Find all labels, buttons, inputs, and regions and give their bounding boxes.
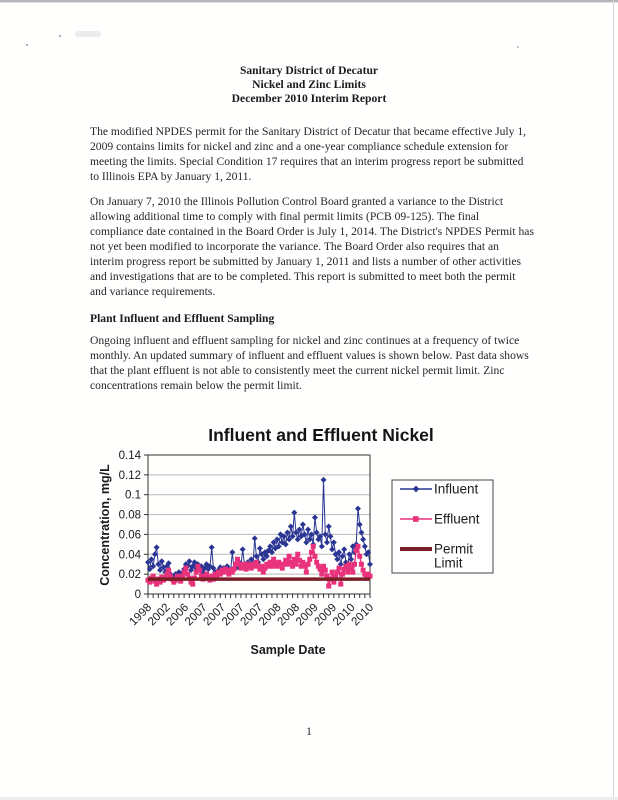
x-axis-title: Sample Date <box>250 643 325 657</box>
svg-text:0.04: 0.04 <box>119 549 142 561</box>
svg-text:0: 0 <box>135 589 141 601</box>
report-title-block: Sanitary District of Decatur Nickel and … <box>0 64 618 106</box>
legend-box <box>391 479 494 574</box>
report-title-line3: December 2010 Interim Report <box>231 92 387 105</box>
svg-text:2010: 2010 <box>350 602 377 629</box>
x-axis: 1998200220062007200720072007200820082009… <box>128 594 377 629</box>
paragraph-variance: On January 7, 2010 the Illinois Pollutio… <box>90 195 534 298</box>
plot-border <box>147 454 371 595</box>
y-axis-title: Concentration, mg/L <box>98 464 112 586</box>
section-heading-sampling: Plant Influent and Effluent Sampling <box>90 312 275 325</box>
paragraph-sampling-summary: Ongoing influent and effluent sampling f… <box>90 334 529 392</box>
svg-text:0.1: 0.1 <box>125 490 141 502</box>
svg-text:0.06: 0.06 <box>119 529 141 541</box>
scan-smudge <box>75 31 101 37</box>
svg-text:0.12: 0.12 <box>119 470 141 482</box>
report-title-line2: Nickel and Zinc Limits <box>252 78 366 91</box>
scan-speck <box>59 35 61 37</box>
svg-text:0.02: 0.02 <box>119 569 141 581</box>
scan-edge-right <box>613 0 614 800</box>
scan-edge-bottom <box>0 797 618 800</box>
svg-text:0.08: 0.08 <box>119 510 141 522</box>
chart-title: Influent and Effluent Nickel <box>208 425 434 445</box>
scan-speck <box>517 46 519 48</box>
legend-label: Permit <box>434 542 473 557</box>
scan-edge-top-fade <box>0 2 618 3</box>
svg-text:0.14: 0.14 <box>119 450 142 462</box>
report-title-line1: Sanitary District of Decatur <box>239 64 379 77</box>
scan-speck <box>26 44 28 46</box>
paragraph-permit-overview: The modified NPDES permit for the Sanita… <box>90 125 527 183</box>
page-number: 1 <box>306 726 312 738</box>
legend-label: Influent <box>434 482 479 497</box>
legend-label: Limit <box>434 556 463 571</box>
legend-label: Effluent <box>434 512 480 527</box>
scan-edge-top <box>0 0 618 2</box>
nickel-chart: Influent and Effluent Nickel 0 0.02 0.04 0.0… <box>98 425 494 657</box>
